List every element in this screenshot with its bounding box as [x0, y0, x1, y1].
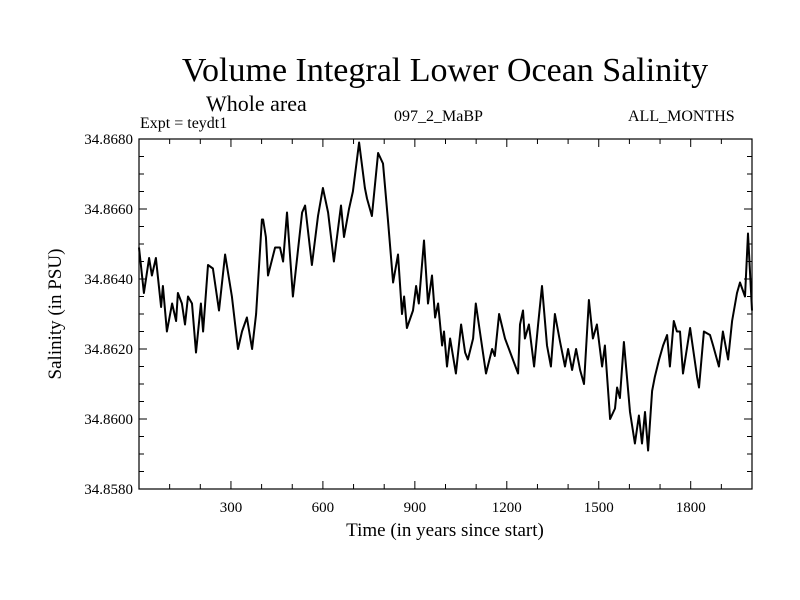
y-tick-label: 34.8600 — [84, 412, 133, 428]
series-line-salinity — [138, 141, 753, 452]
ticks — [139, 139, 752, 489]
y-tick-label: 34.8620 — [84, 342, 133, 358]
plot-frame — [138, 138, 753, 490]
months-label: ALL_MONTHS — [628, 108, 735, 125]
period-label: 097_2_MaBP — [394, 108, 483, 125]
x-tick-label: 1800 — [676, 500, 706, 516]
x-tick-label: 1200 — [492, 500, 522, 516]
y-tick-label: 34.8640 — [84, 272, 133, 288]
experiment-label: Expt = teydt1 — [140, 115, 228, 132]
x-axis-title: Time (in years since start) — [346, 520, 544, 541]
x-tick-label: 900 — [404, 500, 427, 516]
x-tick-labels: 300 600 900 1200 1500 1800 — [220, 500, 706, 516]
y-tick-label: 34.8580 — [84, 482, 133, 498]
y-tick-label: 34.8660 — [84, 202, 133, 218]
x-tick-label: 600 — [312, 500, 335, 516]
x-tick-label: 300 — [220, 500, 243, 516]
x-tick-label: 1500 — [584, 500, 614, 516]
y-tick-label: 34.8680 — [84, 132, 133, 148]
chart-subtitle: Whole area — [206, 91, 307, 116]
y-axis-title: Salinity (in PSU) — [45, 249, 66, 380]
chart-title: Volume Integral Lower Ocean Salinity — [181, 52, 709, 89]
y-tick-labels: 34.8580 34.8600 34.8620 34.8640 34.8660 34.86… — [84, 132, 133, 498]
